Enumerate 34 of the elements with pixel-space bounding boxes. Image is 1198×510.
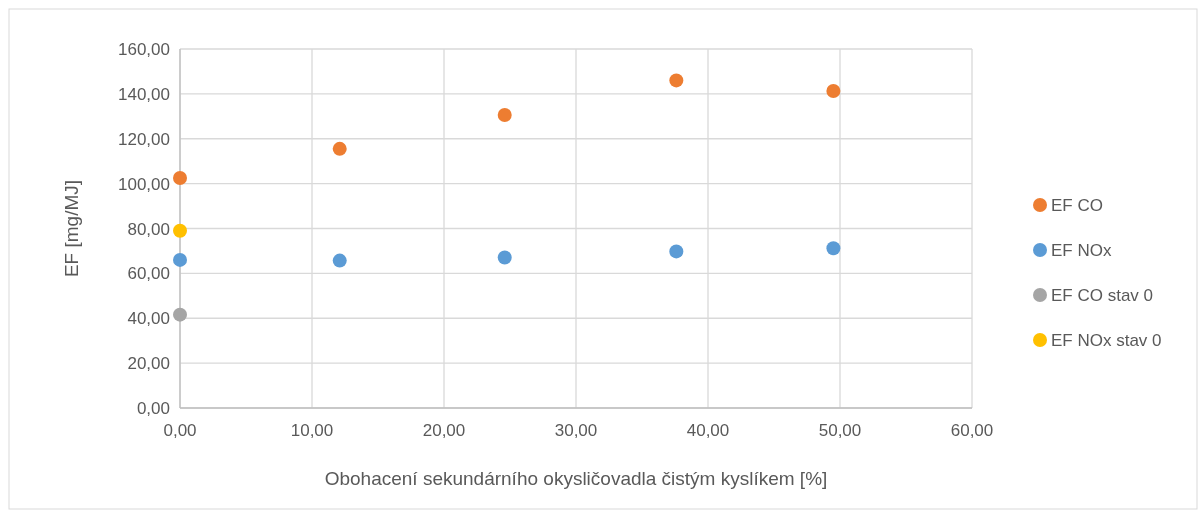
point [173,223,187,238]
point [173,252,187,267]
y-tick-label: 140,00 [118,84,170,104]
x-tick-label: 0,00 [163,421,197,440]
point [497,107,512,122]
y-tick-label: 160,00 [118,40,170,59]
x-tick-label: 40,00 [686,421,730,440]
point [669,244,684,259]
y-tick-label: 60,00 [127,264,170,284]
y-axis-title: EF [mg/MJ] [61,179,82,278]
point [669,73,684,88]
x-axis-title: Obohacení sekundárního okysličovadla čistým kyslíkem [%] [324,468,828,489]
x-tick-label: 60,00 [950,421,994,440]
legend-label: EF NOx stav 0 [1051,331,1162,350]
y-tick-label: 80,00 [127,219,170,239]
x-tick-label: 50,00 [818,421,862,440]
x-tick-label: 30,00 [554,421,598,440]
x-tick-label: 20,00 [422,421,466,440]
point [332,253,347,268]
legend-label: EF NOx [1051,241,1112,260]
y-tick-label: 20,00 [127,354,170,374]
point [497,250,512,265]
point [332,141,347,156]
point [173,307,187,322]
legend-label: EF CO [1051,196,1103,215]
point [826,241,841,256]
y-tick-label: 0,00 [136,399,170,418]
point [826,83,841,98]
y-tick-label: 120,00 [118,129,170,149]
point [173,171,187,185]
legend-label: EF CO stav 0 [1051,286,1154,305]
y-tick-label: 40,00 [127,309,170,329]
y-tick-label: 100,00 [118,174,170,194]
x-tick-label: 10,00 [290,421,334,440]
